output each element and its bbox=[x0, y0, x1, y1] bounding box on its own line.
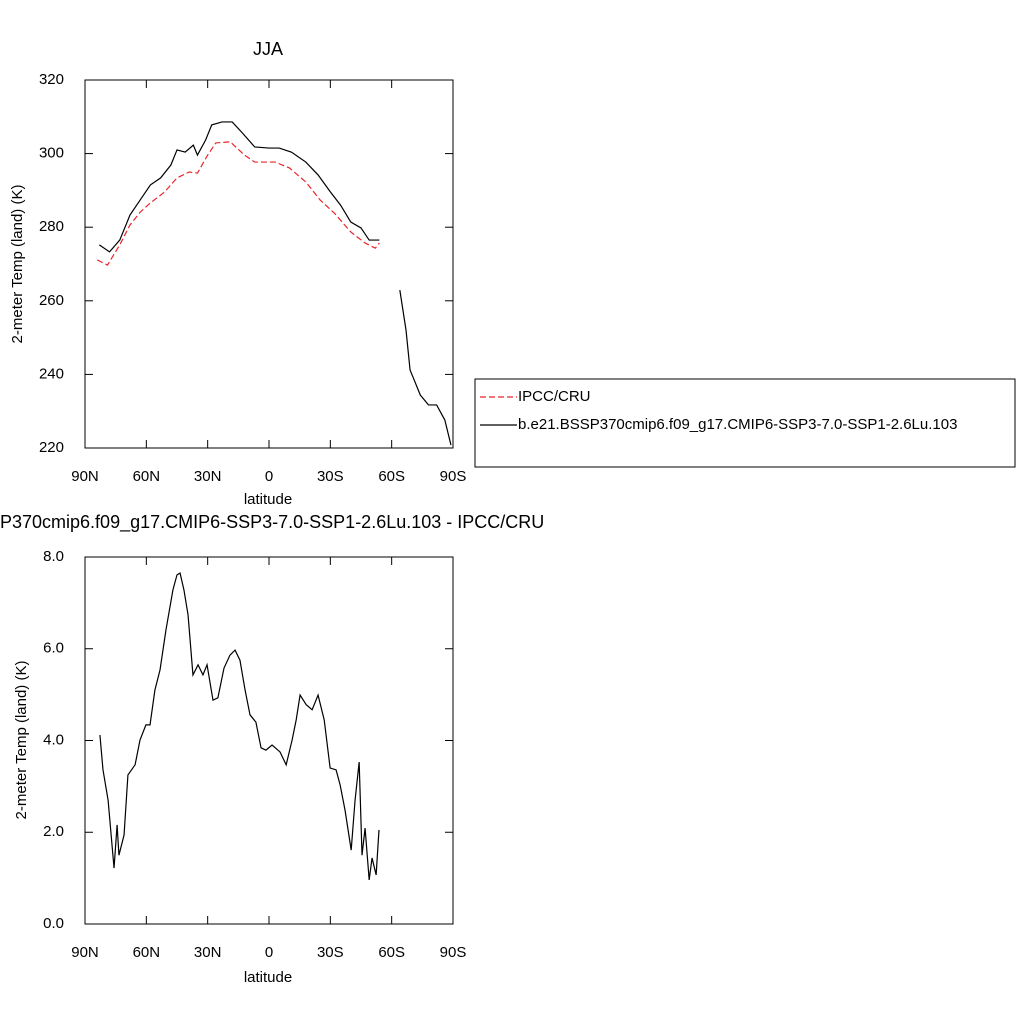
legend-label: IPCC/CRU bbox=[518, 388, 591, 405]
legend-label: b.e21.BSSP370cmip6.f09_g17.CMIP6-SSP3-7.… bbox=[518, 416, 957, 433]
x-tick-label: 30N bbox=[194, 468, 222, 485]
y-axis-label: 2-meter Temp (land) (K) bbox=[13, 661, 30, 820]
x-axis-label: latitude bbox=[244, 969, 292, 986]
y-tick-label: 8.0 bbox=[43, 548, 64, 565]
plot-frame bbox=[84, 79, 454, 449]
legend: IPCC/CRU b.e21.BSSP370cmip6.f09_g17.CMIP… bbox=[474, 378, 1016, 468]
x-tick-label: 30S bbox=[317, 468, 344, 485]
x-axis-label: latitude bbox=[244, 491, 292, 508]
x-tick-label: 0 bbox=[265, 468, 273, 485]
y-axis-label: 2-meter Temp (land) (K) bbox=[9, 185, 26, 344]
x-tick-label: 90N bbox=[71, 944, 99, 961]
data-line bbox=[99, 572, 380, 881]
x-tick-label: 30N bbox=[194, 944, 222, 961]
y-tick-label: 2.0 bbox=[43, 823, 64, 840]
x-tick-label: 90S bbox=[440, 944, 467, 961]
data-line bbox=[98, 121, 452, 446]
y-tick-label: 0.0 bbox=[43, 915, 64, 932]
legend-box bbox=[474, 378, 1016, 468]
x-tick-label: 60S bbox=[378, 944, 405, 961]
chart-title: JJA bbox=[253, 39, 283, 59]
x-tick-label: 0 bbox=[265, 944, 273, 961]
x-tick-label: 60S bbox=[378, 468, 405, 485]
y-tick-label: 280 bbox=[39, 218, 64, 235]
y-tick-label: 4.0 bbox=[43, 731, 64, 748]
x-tick-label: 60N bbox=[133, 944, 161, 961]
x-tick-label: 90S bbox=[440, 468, 467, 485]
y-tick-label: 6.0 bbox=[43, 640, 64, 657]
data-line bbox=[96, 141, 380, 266]
y-tick-label: 240 bbox=[39, 365, 64, 382]
x-tick-label: 30S bbox=[317, 944, 344, 961]
x-tick-label: 60N bbox=[133, 468, 161, 485]
chart-title: P370cmip6.f09_g17.CMIP6-SSP3-7.0-SSP1-2.… bbox=[0, 512, 544, 533]
y-tick-label: 260 bbox=[39, 292, 64, 309]
y-tick-label: 300 bbox=[39, 145, 64, 162]
x-tick-label: 90N bbox=[71, 468, 99, 485]
y-tick-label: 320 bbox=[39, 71, 64, 88]
y-tick-label: 220 bbox=[39, 439, 64, 456]
